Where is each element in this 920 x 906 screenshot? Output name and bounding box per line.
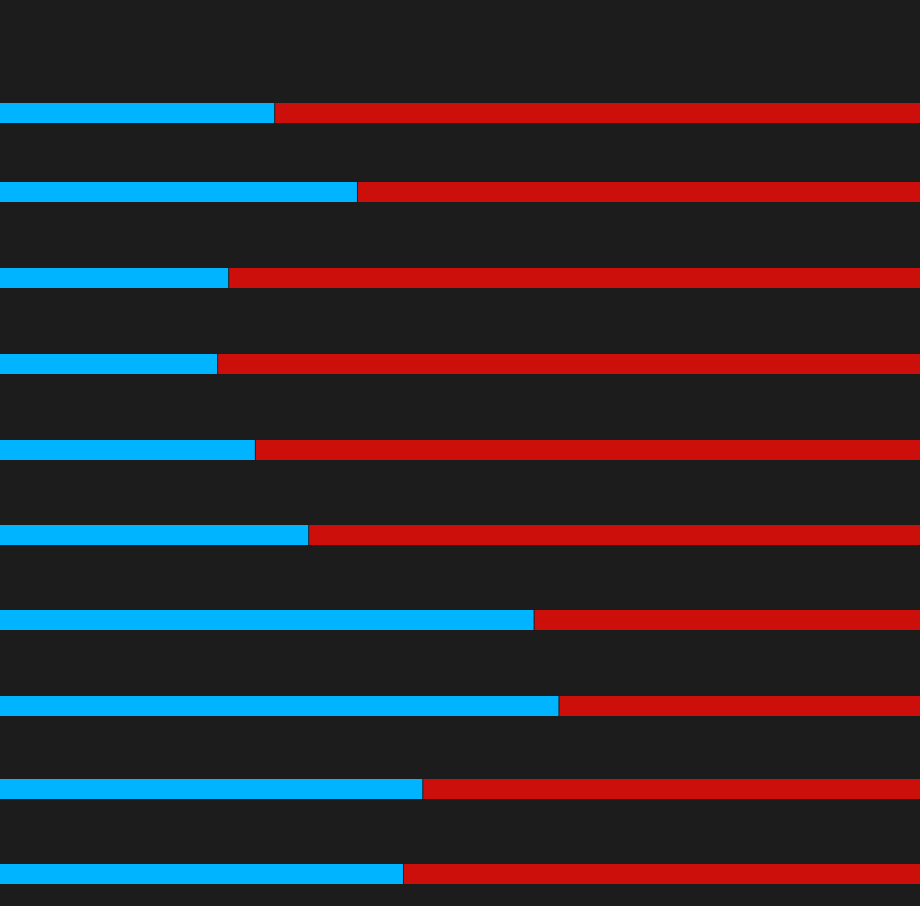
bar-segment bbox=[423, 779, 920, 799]
bar-segment bbox=[403, 864, 920, 884]
bar-segment bbox=[357, 182, 920, 202]
bar-segment bbox=[0, 864, 403, 884]
bar-segment bbox=[0, 268, 229, 288]
bar-segment bbox=[275, 103, 920, 123]
bar-segment bbox=[0, 182, 357, 202]
bar-segment bbox=[0, 103, 275, 123]
bar-segment bbox=[0, 696, 559, 716]
bar-segment bbox=[0, 354, 218, 374]
bar-segment bbox=[0, 440, 255, 460]
bar-segment bbox=[229, 268, 920, 288]
bar-segment bbox=[559, 696, 920, 716]
bar-segment bbox=[0, 525, 309, 545]
bar-segment bbox=[255, 440, 920, 460]
bar-segment bbox=[218, 354, 920, 374]
bar-segment bbox=[534, 610, 920, 630]
bar-segment bbox=[0, 610, 534, 630]
bar-segment bbox=[0, 779, 423, 799]
bar-segment bbox=[309, 525, 920, 545]
